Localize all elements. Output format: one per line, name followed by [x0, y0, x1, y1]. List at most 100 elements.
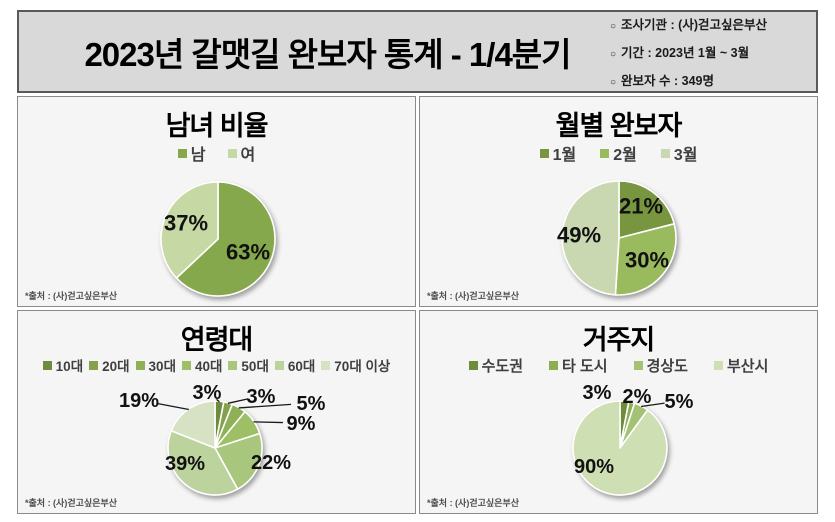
legend-swatch-icon: [177, 148, 187, 158]
legend-swatch-icon: [274, 360, 284, 370]
legend-label: 부산시: [726, 358, 769, 375]
pie-value-label: 9%: [287, 413, 316, 435]
source-note: *출처 : (사)걷고싶은부산: [25, 291, 118, 301]
legend-item: 경상도: [633, 355, 688, 376]
pie-slice: [618, 180, 676, 239]
legend-swatch-icon: [713, 361, 723, 370]
pie-slice: [167, 429, 239, 496]
legend-label: 70대 이상: [334, 359, 391, 374]
pie-chart: [561, 180, 677, 296]
legend-label: 타 도시: [562, 358, 608, 375]
legend-swatch-icon: [468, 361, 478, 370]
label-leader-line: [238, 403, 292, 409]
pie-value-label: 2%: [623, 386, 652, 408]
pie-slice: [572, 400, 668, 496]
legend-swatch-icon: [227, 148, 237, 158]
circle-bullet-icon: ○: [610, 49, 617, 60]
legend-label: 경상도: [646, 358, 688, 375]
pie-value-label: 3%: [247, 386, 276, 408]
report-info-text: 완보자 수 : 349명: [621, 74, 714, 88]
legend-swatch-icon: [228, 360, 238, 370]
pie-value-label: 5%: [665, 391, 694, 413]
chart-panel-residence: 거주지 수도권 타 도시 경상도 부산시 3% 2% 5% 90% *출처 : (사)걷고싶…: [419, 310, 818, 514]
chart-title: 연령대: [180, 325, 254, 355]
report-info-line: ○ 조사기관 : (사)걷고싶은부산: [610, 14, 806, 33]
pie-value-label: 3%: [583, 382, 612, 404]
label-leader-line: [253, 421, 283, 424]
legend-swatch-icon: [42, 360, 52, 370]
chart-legend: 1월 2월 3월: [420, 141, 817, 165]
pie-value-label: 19%: [119, 390, 159, 412]
legend-item: 수도권: [468, 355, 523, 376]
source-note: *출처 : (사)걷고싶은부산: [25, 498, 118, 508]
chart-legend: 수도권 타 도시 경상도 부산시: [420, 355, 817, 376]
pie-value-label: 22%: [251, 452, 291, 474]
legend-item: 남: [177, 141, 206, 165]
legend-swatch-icon: [181, 360, 191, 370]
pie-slice: [175, 181, 276, 297]
legend-label: 30대: [148, 359, 176, 374]
legend-swatch-icon: [539, 148, 549, 158]
chart-panel-age: 연령대 10대 20대 30대 40대 50대 60대 70대 이상 3% 3% 5% 9% 22%…: [17, 310, 416, 514]
label-leader-line: [216, 398, 220, 403]
report-info-line: ○ 기간 : 2023년 1월 ~ 3월: [610, 42, 806, 61]
pie-value-label: 21%: [619, 194, 663, 219]
pie-slice: [214, 432, 263, 490]
legend-label: 60대: [287, 359, 316, 374]
pie-value-label: 63%: [226, 240, 270, 265]
legend-swatch-icon: [549, 361, 558, 370]
pie-value-label: 3%: [193, 382, 222, 404]
pie-value-label: 37%: [164, 211, 208, 236]
legend-label: 20대: [102, 359, 130, 374]
pie-value-label: 30%: [625, 248, 669, 273]
legend-swatch-icon: [89, 360, 99, 370]
legend-item: 40대: [181, 355, 223, 375]
legend-item: 타 도시: [549, 355, 608, 376]
chart-legend: 10대 20대 30대 40대 50대 60대 70대 이상: [18, 355, 415, 375]
pie-value-label: 5%: [297, 393, 326, 415]
legend-item: 부산시: [713, 355, 769, 376]
pie-svg: 63% 37%: [160, 181, 276, 297]
pie-slice: [160, 181, 219, 279]
chart-title: 거주지: [582, 325, 656, 355]
legend-label: 40대: [194, 359, 223, 374]
pie-slice: [614, 223, 677, 296]
legend-swatch-icon: [600, 148, 610, 158]
legend-label: 2월: [613, 147, 637, 164]
pie-chart: [160, 181, 276, 297]
legend-item: 20대: [89, 355, 130, 375]
source-note: *출처 : (사)걷고싶은부산: [427, 291, 520, 301]
label-leader-line: [157, 402, 189, 411]
pie-svg: 21% 30% 49%: [557, 180, 677, 296]
legend-item: 여: [227, 141, 255, 165]
legend-label: 10대: [55, 359, 84, 374]
pie-chart: [572, 400, 668, 496]
legend-swatch-icon: [660, 148, 670, 158]
chart-title: 월별 완보자: [555, 111, 683, 141]
legend-item: 50대: [228, 355, 269, 375]
page-title: 2023년 갈맷길 완보자 통계 - 1/4분기: [84, 35, 571, 73]
report-info-text: 기간 : 2023년 1월 ~ 3월: [621, 46, 750, 60]
legend-item: 1월: [539, 141, 577, 165]
legend-item: 70대 이상: [321, 355, 390, 375]
label-leader-line: [227, 398, 249, 404]
legend-item: 10대: [42, 355, 84, 375]
circle-bullet-icon: ○: [610, 21, 617, 32]
legend-label: 50대: [241, 359, 269, 374]
legend-item: 30대: [135, 355, 176, 375]
legend-label: 수도권: [481, 358, 523, 375]
report-info-text: 조사기관 : (사)걷고싶은부산: [621, 18, 767, 32]
legend-label: 1월: [552, 147, 577, 164]
pie-value-label: 39%: [165, 453, 205, 475]
legend-item: 2월: [600, 141, 637, 165]
pie-svg: 3% 3% 5%9% 22% 39% 19%: [119, 382, 326, 496]
legend-swatch-icon: [633, 361, 643, 370]
circle-bullet-icon: ○: [610, 77, 617, 88]
legend-item: 3월: [660, 141, 697, 165]
report-info-line: ○ 완보자 수 : 349명: [610, 70, 806, 89]
report-header: 2023년 갈맷길 완보자 통계 - 1/4분기 ○ 조사기관 : (사)걷고싶은…: [17, 10, 818, 93]
legend-swatch-icon: [135, 360, 145, 370]
chart-title: 남녀 비율: [165, 111, 269, 141]
report-info-list: ○ 조사기관 : (사)걷고싶은부산 ○ 기간 : 2023년 1월 ~ 3월 ○ 완보자…: [610, 14, 816, 89]
